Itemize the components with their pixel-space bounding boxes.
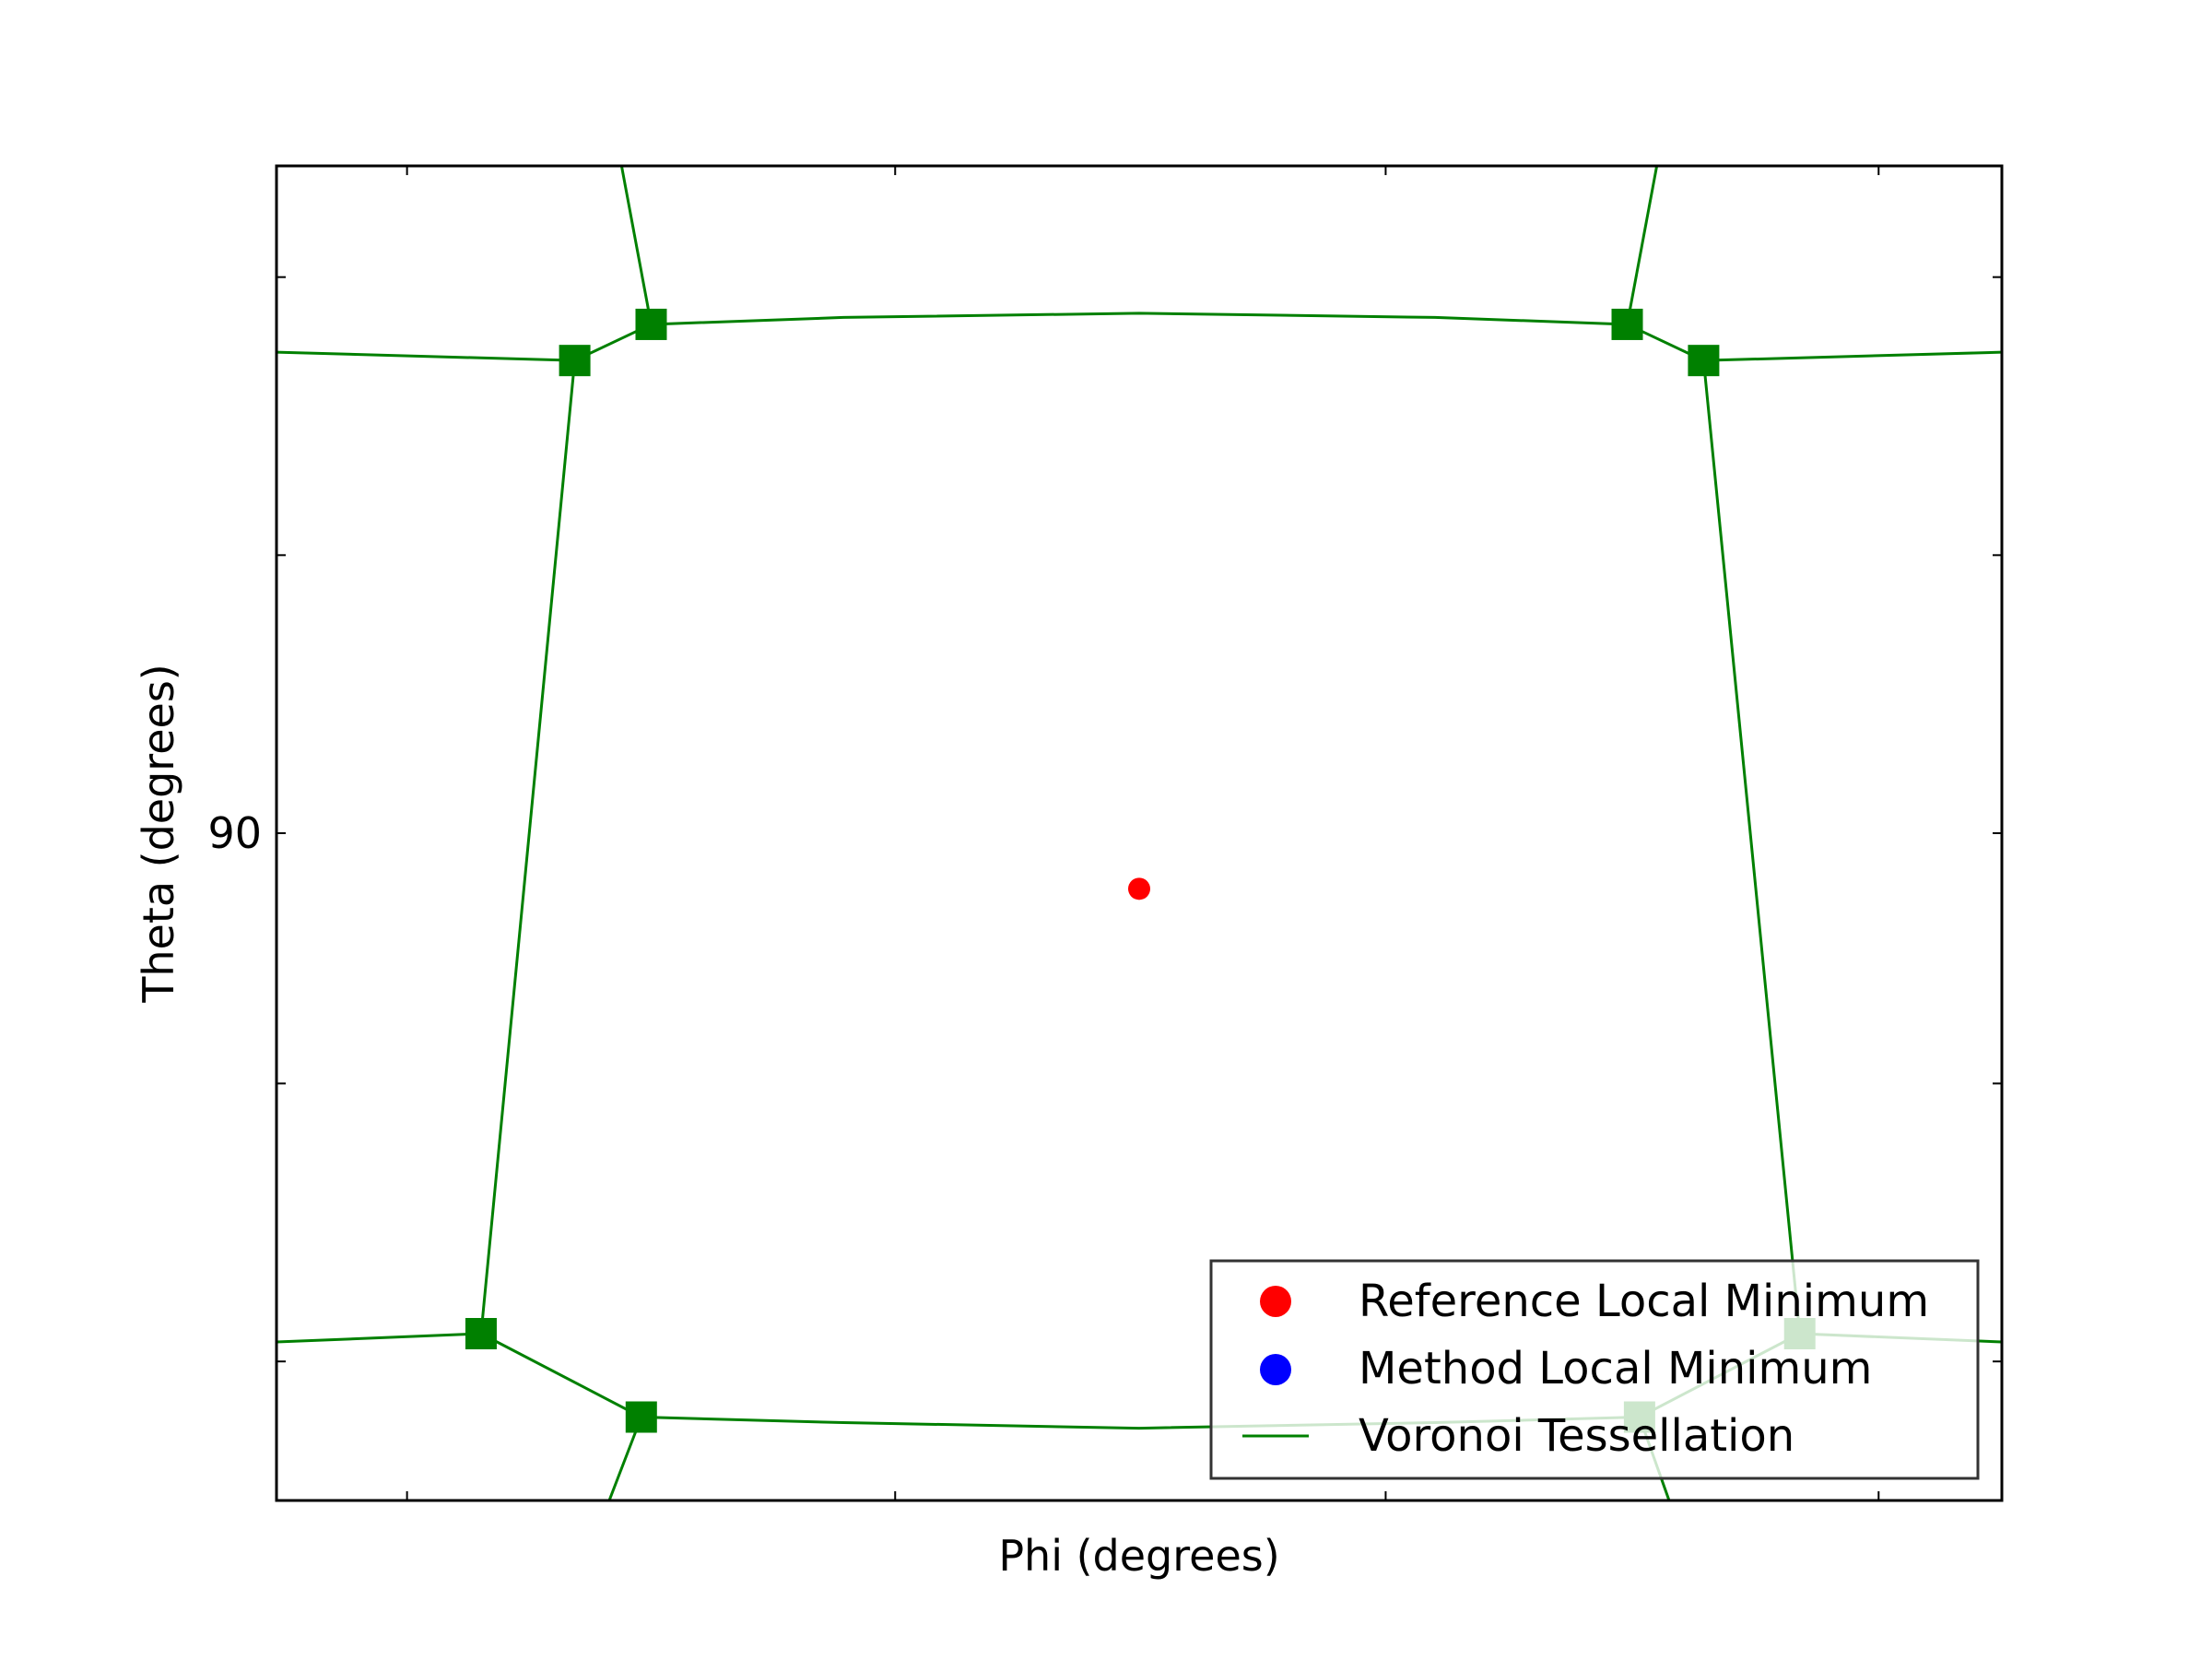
voronoi-vertex: [1611, 308, 1643, 340]
legend-reference-marker: [1260, 1286, 1291, 1317]
legend-method-label: Method Local Minimum: [1359, 1343, 1872, 1394]
legend: Reference Local Minimum Method Local Min…: [1209, 1259, 1980, 1480]
legend-reference-label: Reference Local Minimum: [1359, 1276, 1929, 1327]
voronoi-edge: [1626, 166, 1659, 325]
data-points: [1128, 877, 1150, 900]
reference-minimum-point: [1128, 877, 1150, 900]
voronoi-vertex: [559, 345, 591, 377]
axis-ticks: 90: [207, 166, 2002, 1500]
legend-box: [1209, 1259, 1980, 1480]
voronoi-vertex: [625, 1401, 657, 1433]
legend-method-marker: [1260, 1354, 1291, 1385]
y-axis-label: Theta (degrees): [134, 664, 183, 1003]
voronoi-edge: [276, 1332, 482, 1344]
voronoi-vertex: [465, 1318, 497, 1349]
legend-voronoi-label: Voronoi Tessellation: [1359, 1410, 1794, 1462]
voronoi-edge: [1701, 360, 1802, 1335]
voronoi-edge: [479, 360, 577, 1335]
x-axis-label: Phi (degrees): [998, 1531, 1279, 1581]
voronoi-edge: [619, 166, 653, 325]
y-tick-label: 90: [207, 808, 262, 858]
voronoi-edge: [1703, 350, 2002, 362]
voronoi-vertex: [635, 308, 667, 340]
voronoi-edge: [651, 312, 1628, 326]
voronoi-edge: [276, 350, 575, 362]
voronoi-edge: [480, 1332, 642, 1418]
voronoi-vertex: [1688, 345, 1720, 377]
